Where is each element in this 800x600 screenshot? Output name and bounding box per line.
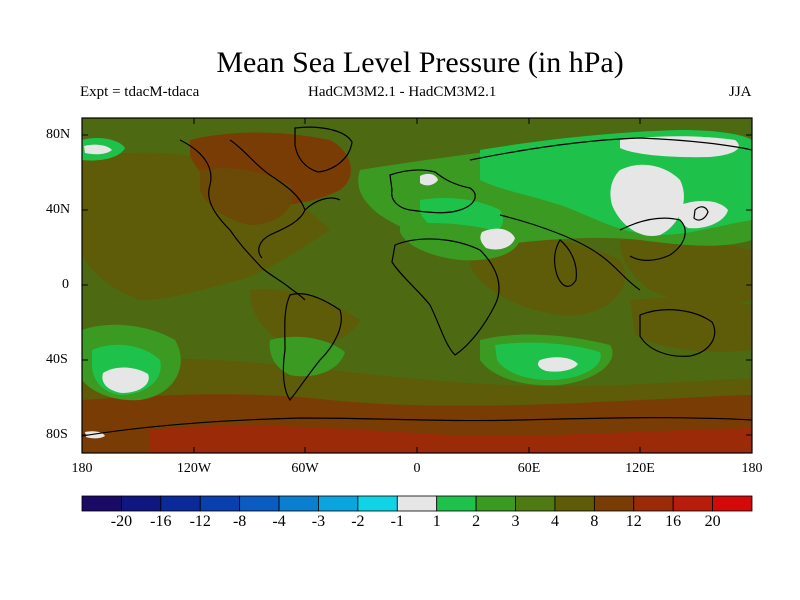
coast-asia [469,137,752,291]
field-white-europe [420,173,438,186]
lon-label-0: 0 [413,461,421,476]
coast-australia [639,309,716,357]
colorbar-label: -1 [390,513,404,530]
colorbar-label: 4 [550,513,559,530]
field-brown-canada [200,168,293,225]
colorbar-label: -20 [110,513,133,530]
coast-greenland [294,126,353,173]
field-white-south-indian [538,357,578,372]
colorbar-swatch [278,495,319,512]
colorbar-label: -16 [150,513,172,530]
colorbar-label: -2 [351,513,365,530]
lat-label-80n: 80N [46,127,71,142]
colorbar-swatch [436,495,477,512]
coast-africa [391,238,500,356]
lat-label-40s: 40S [46,352,68,367]
season-label: JJA [729,84,752,100]
colorbar-swatch [396,495,438,512]
colorbar-swatch [633,495,674,512]
coast-north-america [179,139,341,301]
lon-label-180-west: 180 [71,461,93,476]
field-white-arctic-west [84,144,112,155]
colorbar-swatch [475,495,516,512]
colorbar-label: -3 [311,513,326,530]
colorbar-swatch [712,495,753,512]
lat-label-equator: 0 [62,277,69,292]
colorbar-label: 1 [432,513,441,530]
experiment-label: Expt = tdacM-tdaca [80,84,200,100]
map-title: Mean Sea Level Pressure (in hPa) [216,46,624,79]
coast-japan [693,206,709,221]
colorbar-label: -12 [189,513,211,530]
field-brown-pacific [620,238,752,306]
lon-label-180-east: 180 [741,461,763,476]
colorbar [81,495,753,512]
colorbar-swatch [239,495,280,512]
colorbar-swatch [554,495,595,512]
field-red-antarctica [150,425,752,453]
coast-south-america [282,293,342,402]
colorbar-swatch [593,495,635,512]
axis-ticks [81,118,753,453]
field-white-middle-east [480,228,515,250]
colorbar-label: 2 [472,513,481,530]
colorbar-swatch [199,495,241,512]
colorbar-swatch [81,495,122,512]
lon-label-120e: 120E [625,461,655,476]
lon-label-120w: 120W [176,461,212,476]
colorbar-label: -8 [232,513,247,530]
colorbar-label: 3 [511,513,520,530]
colorbar-swatch [318,495,359,512]
coast-antarctica [82,417,752,437]
model-label: HadCM3M2.1 - HadCM3M2.1 [308,84,497,100]
lon-label-60w: 60W [291,461,319,476]
colorbar-swatch [357,495,398,512]
coastlines [82,126,752,437]
field-brown-indian [470,236,626,316]
field-layer [82,118,752,453]
field-green-south-atlantic [269,336,345,377]
coast-india [554,239,577,287]
colorbar-label: 20 [704,513,721,530]
lat-label-80s: 80S [46,427,68,442]
colorbar-swatch [160,495,201,512]
field-brown-atlantic [250,289,360,347]
colorbar-label: -4 [272,513,286,530]
colorbar-swatch [515,495,556,512]
colorbar-label: 12 [625,513,642,530]
colorbar-label: 16 [665,513,682,530]
field-white-japan [677,200,728,229]
lat-label-40n: 40N [46,202,71,217]
colorbar-label: 8 [590,513,599,530]
coast-europe [389,169,476,214]
colorbar-swatch [121,495,162,512]
colorbar-swatch [672,495,713,512]
field-white-southeast-pacific [102,367,149,393]
lon-label-60e: 60E [517,461,541,476]
field-white-arctic [620,136,739,158]
field-brown-australia [630,297,752,352]
